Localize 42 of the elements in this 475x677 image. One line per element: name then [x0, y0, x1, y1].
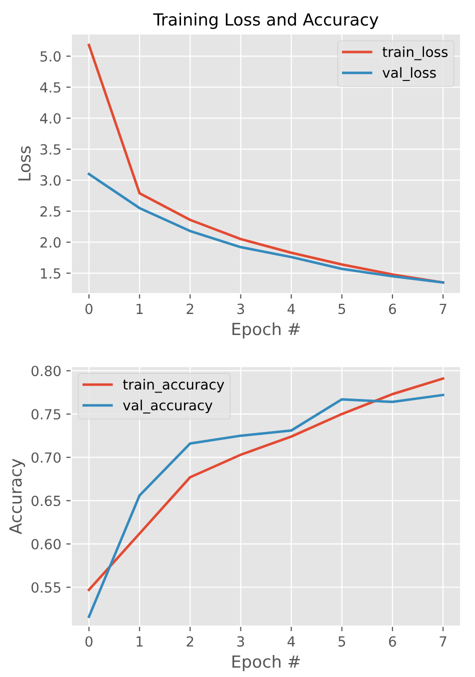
x-tick-label: 7	[440, 636, 446, 646]
chart-title: Training Loss and Accuracy	[153, 12, 378, 29]
y-tick-label: 5.0	[40, 51, 61, 62]
x-tick-label: 3	[237, 304, 244, 314]
x-tick-label: 4	[288, 636, 295, 646]
x-tick-label: 5	[338, 636, 346, 647]
y-tick-label: 1.5	[40, 268, 60, 279]
x-tick-label: 3	[237, 636, 244, 647]
y-tick-label: 0.75	[32, 409, 60, 420]
y-tick-label: 0.70	[32, 452, 61, 463]
line-series	[88, 377, 444, 592]
x-tick-label: 4	[288, 304, 295, 314]
legend-label: val_accuracy	[123, 400, 212, 414]
x-tick-label: 7	[440, 304, 446, 314]
y-tick-label: 2.5	[40, 206, 60, 217]
x-tick-label: 0	[85, 636, 92, 647]
legend-label: val_loss	[382, 67, 436, 81]
x-tick-label: 6	[389, 304, 396, 314]
x-axis-title: Epoch #	[232, 654, 300, 672]
y-tick-label: 4.5	[40, 82, 60, 93]
y-tick-label: 3.5	[40, 144, 60, 155]
x-tick-label: 0	[85, 304, 92, 314]
y-tick-label: 0.55	[32, 582, 60, 593]
legend-label: train_loss	[382, 46, 448, 60]
y-axis-title: Loss	[18, 146, 31, 180]
legend-label: train_accuracy	[123, 378, 224, 393]
x-tick-label: 1	[136, 636, 143, 646]
y-tick-label: 2.0	[40, 237, 61, 248]
x-tick-label: 1	[136, 304, 143, 314]
y-tick-label: 0.80	[32, 366, 61, 376]
x-tick-label: 6	[389, 636, 396, 647]
line-series	[88, 172, 444, 284]
x-axis-title: Epoch #	[232, 322, 300, 339]
y-tick-label: 4.0	[40, 113, 61, 124]
x-tick-label: 5	[338, 304, 346, 314]
y-tick-label: 3.0	[40, 175, 61, 186]
y-tick-label: 0.60	[32, 538, 61, 550]
x-tick-label: 2	[186, 304, 194, 314]
y-axis-title: Accuracy	[9, 458, 26, 534]
line-series	[88, 394, 444, 618]
y-tick-label: 0.65	[32, 496, 60, 506]
x-tick-label: 2	[186, 636, 194, 646]
